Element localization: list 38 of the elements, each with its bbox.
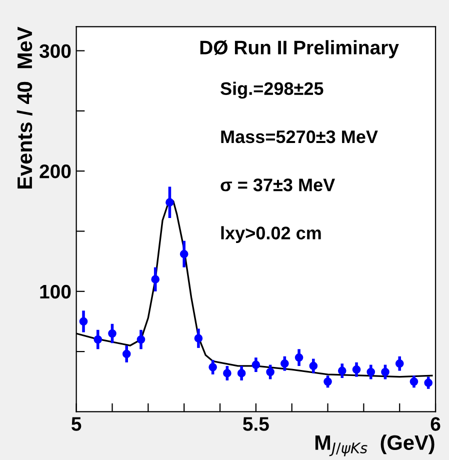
point — [194, 334, 203, 342]
point — [237, 369, 246, 378]
x-tick-label: 5.5 — [243, 417, 269, 431]
point — [266, 368, 274, 376]
y-tick-label: 100 — [40, 284, 71, 299]
point — [79, 317, 88, 326]
point — [94, 335, 102, 344]
point — [381, 368, 390, 376]
annotation: Mass=5270±3 MeV — [221, 130, 378, 144]
point — [122, 350, 131, 358]
point — [151, 275, 160, 284]
annotation: Sig.=298±25 — [220, 82, 324, 99]
point — [338, 366, 346, 375]
y-tick-label: 300 — [39, 44, 71, 58]
point — [324, 377, 332, 386]
point — [136, 335, 146, 344]
y-tick-label: 200 — [40, 164, 71, 178]
point — [309, 362, 318, 370]
x-axis-title: M$_{J/ψKs}$ (GeV) — [315, 434, 434, 456]
point — [366, 368, 376, 376]
x-tick-label: 6 — [430, 417, 440, 431]
point — [410, 377, 418, 386]
point — [108, 329, 116, 338]
point — [166, 198, 174, 207]
point — [280, 359, 289, 368]
point — [294, 353, 304, 362]
point — [352, 365, 361, 374]
point — [223, 369, 232, 378]
text: DØ Run II Preliminary — [200, 40, 399, 58]
point — [395, 359, 404, 368]
point — [424, 378, 433, 387]
point — [180, 250, 188, 258]
annotation: σ = 37±3 MeV — [220, 178, 335, 192]
point — [252, 360, 260, 369]
x-tick-label: 5 — [72, 417, 82, 431]
point — [208, 363, 217, 372]
annotation: lxy>0.02 cm — [221, 226, 321, 244]
y-axis-title: Events / 40 MeV — [16, 26, 32, 189]
